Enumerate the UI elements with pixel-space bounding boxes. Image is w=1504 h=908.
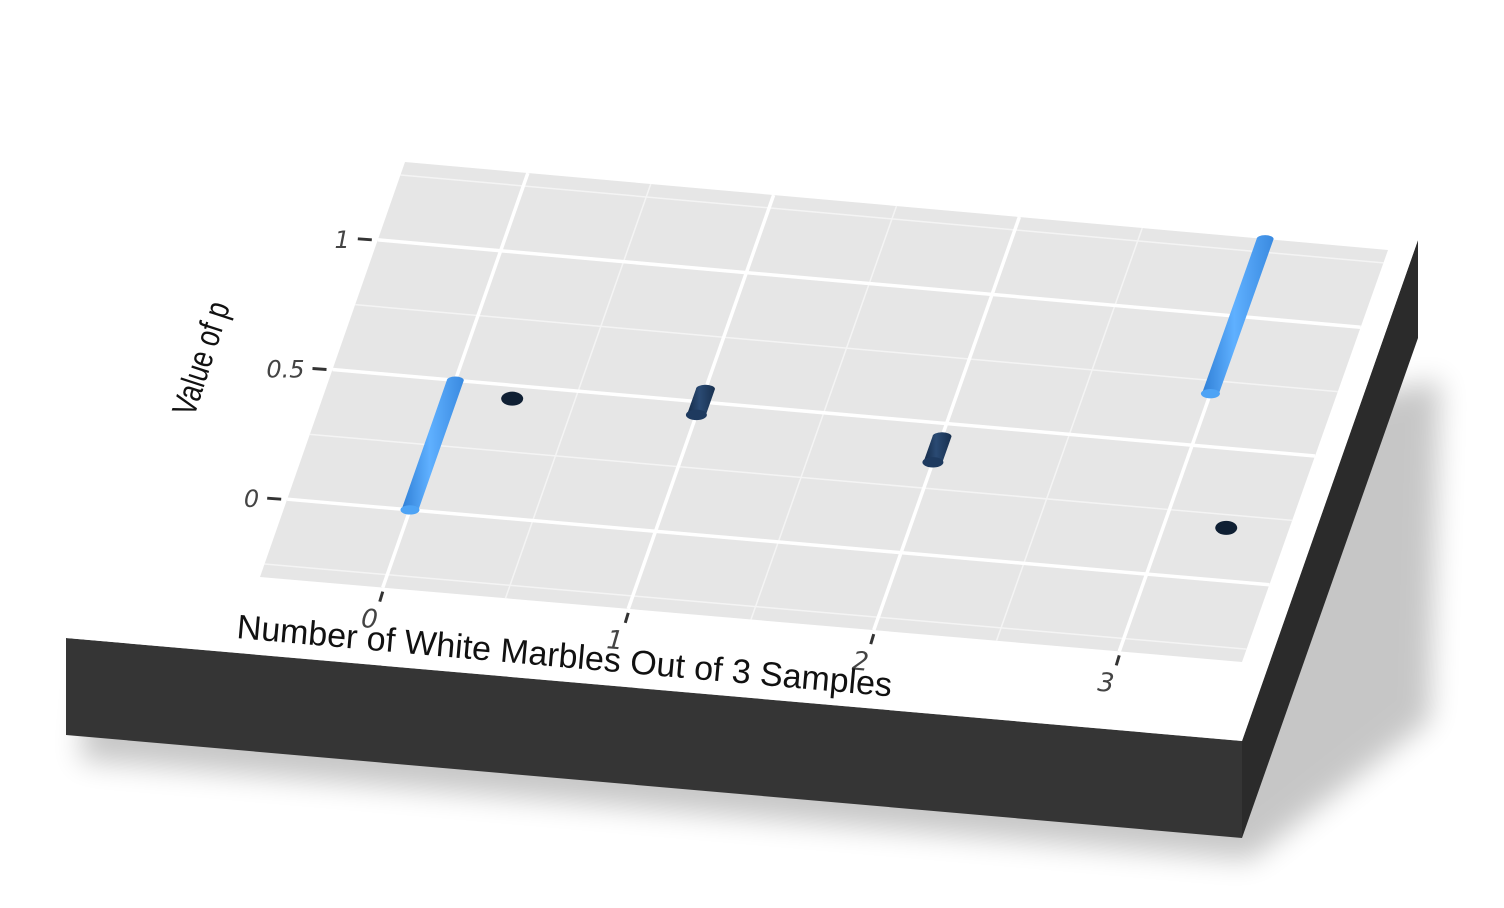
data-marks [400,235,1274,535]
base-side-face [1242,240,1418,838]
data-segment [400,376,464,515]
x-tick-mark [869,633,876,645]
data-segment [922,432,952,468]
x-tick-label: 2 [851,646,870,677]
grid-major-y [377,238,1361,329]
data-point [501,391,524,406]
segment-body [401,376,464,514]
x-tick-label: 1 [605,625,624,656]
grid-minor-y [309,433,1293,522]
x-tick-label: 0 [360,604,379,635]
grid-major-y [287,497,1270,587]
base-front-face [66,638,1242,838]
x-tick-mark [378,591,385,603]
y-tick-label: 1 [335,226,350,254]
segment-base [1200,388,1220,399]
grid-major-y [332,367,1316,458]
data-point [1215,520,1238,535]
x-tick-label: 3 [1096,668,1115,699]
segment-base [685,409,707,421]
segment-base [400,505,420,515]
segment-base [922,457,944,468]
grid-minor-y [264,563,1247,650]
data-segment [1200,235,1274,399]
x-tick-mark [623,612,630,624]
x-tick-mark [1114,654,1121,666]
y-tick-label: 0 [244,485,259,513]
y-tick-mark [312,367,327,371]
y-tick-mark [357,237,372,242]
axis-ticks: 0 1 2 3 0 0.5 1 [244,226,1121,699]
grid-minor-y [355,303,1338,393]
segment-body [1201,235,1274,398]
data-segment [685,384,715,421]
y-tick-label: 0.5 [266,356,304,384]
y-tick-mark [267,496,282,501]
grid-minor-y [400,174,1384,264]
